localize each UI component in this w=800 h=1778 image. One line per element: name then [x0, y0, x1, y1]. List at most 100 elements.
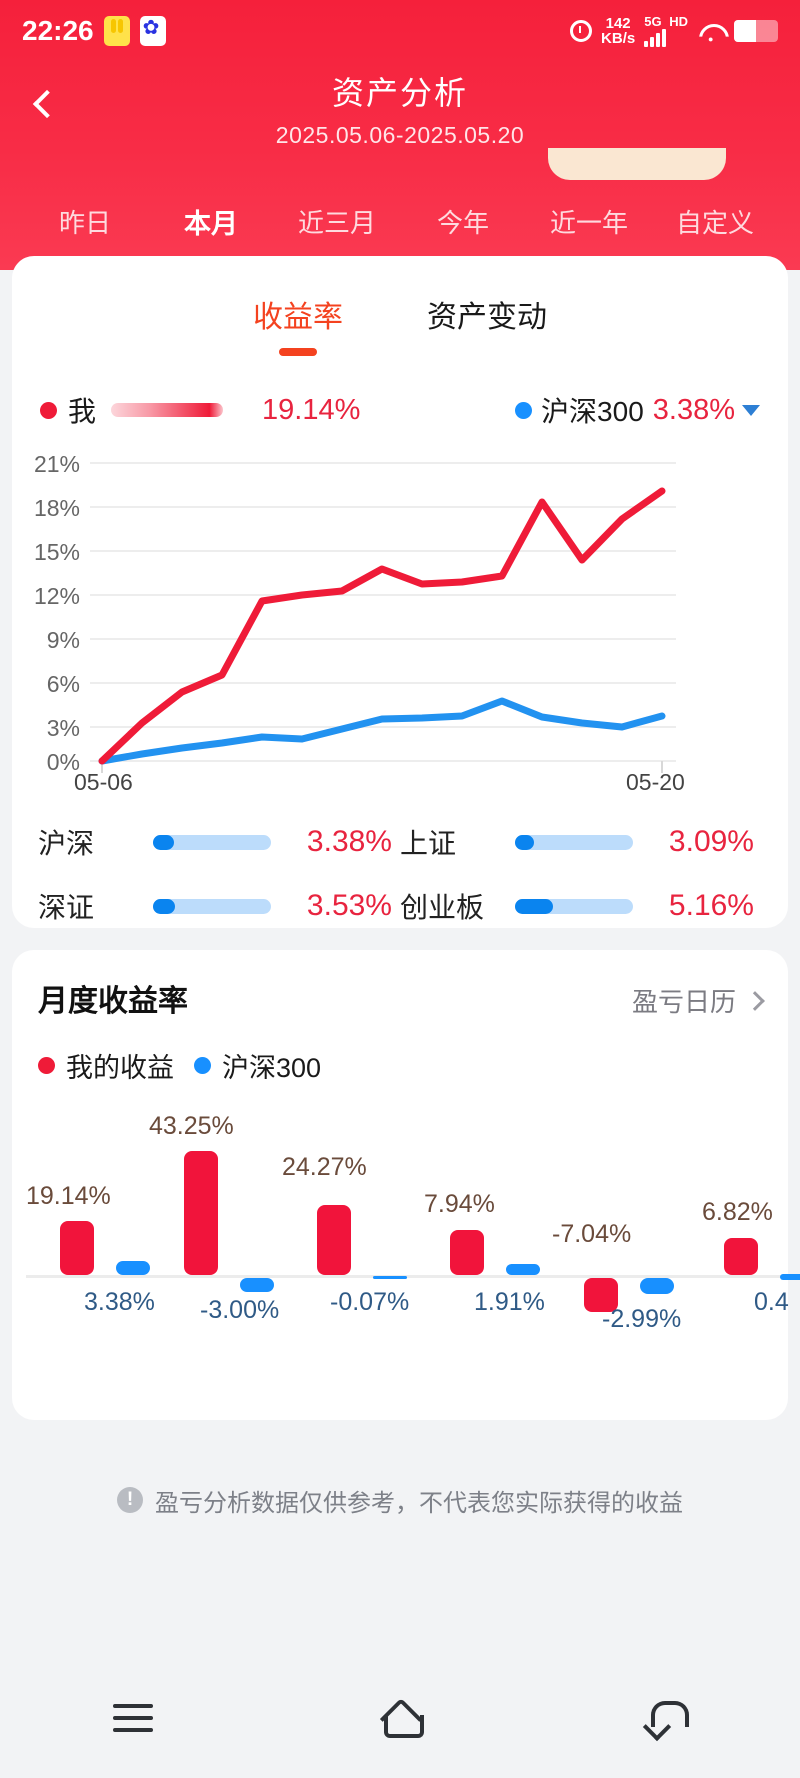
network-speed: 142 KB/s	[601, 16, 635, 46]
network-speed-value: 142	[605, 15, 631, 32]
tab-this-month[interactable]: 本月	[184, 208, 238, 239]
tab-one-year[interactable]: 近一年	[549, 207, 628, 238]
monthly-legend: 我的收益 沪深300	[38, 1046, 321, 1085]
index-progress-fill	[153, 898, 176, 914]
index-row-sz[interactable]: 上证 3.09%	[400, 822, 762, 862]
tab-three-months[interactable]: 近三月	[297, 207, 376, 238]
bar-me	[60, 1221, 94, 1275]
tab-this-year[interactable]: 今年	[436, 207, 489, 238]
status-time: 22:26	[22, 15, 94, 46]
hd-indicator: HD	[669, 14, 688, 29]
page-title: 资产分析	[331, 75, 468, 111]
x-tick-label: 05-20	[626, 769, 685, 795]
alarm-clock-icon	[570, 20, 593, 42]
index-progress-track	[515, 834, 633, 850]
y-tick-label: 21%	[33, 451, 80, 477]
info-icon: !	[117, 1487, 143, 1513]
bar-value-label: 7.94%	[424, 1190, 495, 1218]
index-row-szzs[interactable]: 深证 3.53%	[38, 886, 400, 926]
legend-index-label: 沪深300	[541, 396, 644, 427]
index-progress-track	[153, 898, 271, 914]
gridlines	[90, 462, 676, 762]
wifi-icon	[697, 21, 725, 44]
back-nav-button[interactable]	[632, 1683, 702, 1753]
bar-me	[317, 1205, 351, 1275]
legend-index-selector[interactable]: 沪深300 3.38%	[515, 390, 760, 430]
legend-index-300: 沪深300	[194, 1046, 321, 1085]
legend-index-label: 沪深300	[222, 1053, 322, 1083]
y-tick-label: 12%	[33, 583, 80, 609]
back-icon	[648, 1701, 689, 1735]
legend-me-label: 我	[68, 396, 97, 427]
bar-me	[584, 1278, 618, 1312]
index-progress-fill	[515, 834, 534, 850]
status-bar-left: 22:26	[22, 15, 166, 47]
legend-dot-me-icon	[40, 401, 57, 419]
y-tick-label: 15%	[33, 539, 80, 565]
home-button[interactable]	[365, 1683, 435, 1753]
y-tick-label: 3%	[46, 715, 80, 741]
y-tick-label: 0%	[46, 749, 80, 775]
disclaimer-text: 盈亏分析数据仅供参考，不代表您实际获得的收益	[155, 1489, 683, 1517]
network-type: 5G	[644, 14, 667, 47]
sub-tab-bar: 收益率 资产变动	[12, 292, 788, 336]
app-header: 22:26 142 KB/s 5G HD 资产分析 2025	[0, 0, 800, 270]
chevron-right-icon	[745, 990, 765, 1011]
profit-loss-calendar-link[interactable]: 盈亏日历	[632, 982, 765, 1019]
bar-index	[240, 1278, 274, 1292]
monthly-return-bar-chart: 19.14% 3.38% 43.25% -3.00% 24.27% -0.07%…	[12, 1100, 800, 1360]
bar-value-label: -2.99%	[602, 1305, 682, 1333]
chevron-down-icon[interactable]	[742, 404, 760, 416]
bar-index	[780, 1274, 800, 1280]
baidu-app-icon	[139, 15, 166, 46]
tab-return-rate[interactable]: 收益率	[253, 292, 343, 336]
status-bar: 22:26 142 KB/s 5G HD	[0, 0, 800, 62]
disclaimer-bar: ! 盈亏分析数据仅供参考，不代表您实际获得的收益	[0, 1440, 800, 1560]
index-name: 上证	[400, 828, 457, 859]
network-generation: 5G	[644, 14, 662, 29]
y-tick-label: 18%	[33, 495, 80, 521]
bar-value-label: -0.07%	[330, 1288, 410, 1316]
header-notch-decoration	[548, 148, 726, 180]
index-row-cyb[interactable]: 创业板 5.16%	[400, 886, 762, 926]
legend-dot-index-icon	[194, 1057, 211, 1074]
monthly-return-card: 月度收益率 盈亏日历 我的收益 沪深300 19.14% 3.38% 43.25…	[12, 950, 800, 1420]
bar-value-label: -3.00%	[200, 1296, 280, 1324]
index-row-hs[interactable]: 沪深 3.38%	[38, 822, 400, 862]
bar-value-label: 6.82%	[702, 1198, 773, 1226]
index-progress-fill	[515, 898, 553, 914]
index-value: 5.16%	[668, 889, 754, 922]
bar-value-label: 19.14%	[26, 1182, 111, 1210]
network-speed-unit: KB/s	[601, 30, 636, 47]
series-line-index	[98, 697, 666, 765]
rabbit-app-icon	[103, 16, 130, 46]
bar-value-label: 0.4	[754, 1288, 789, 1316]
line-chart-svg	[90, 462, 676, 773]
index-value: 3.53%	[306, 889, 392, 922]
index-progress-track	[515, 898, 633, 914]
chart-legend: 我 19.14% 沪深300 3.38%	[12, 386, 788, 434]
y-tick-label: 6%	[46, 671, 80, 697]
legend-dot-index-icon	[515, 401, 533, 419]
bar-value-label: 43.25%	[149, 1112, 234, 1140]
tab-yesterday[interactable]: 昨日	[58, 207, 111, 238]
return-rate-line-chart: 21% 18% 15% 12% 9% 6% 3% 0%	[12, 451, 788, 816]
index-name: 创业板	[400, 892, 485, 923]
android-navigation-bar	[0, 1658, 800, 1778]
bar-index	[506, 1264, 540, 1275]
tab-asset-change[interactable]: 资产变动	[427, 301, 547, 334]
legend-gradient-bar	[111, 403, 224, 417]
bar-index	[373, 1276, 407, 1279]
recent-apps-button[interactable]	[98, 1683, 168, 1753]
monthly-return-title: 月度收益率	[38, 985, 188, 1018]
index-name: 沪深	[38, 828, 95, 859]
return-rate-card: 收益率 资产变动 我 19.14% 沪深300 3.38% 21% 18% 15…	[12, 256, 788, 928]
battery-icon	[734, 20, 778, 42]
index-comparison-grid: 沪深 3.38% 上证 3.09% 深证 3.53% 创业板 5.16%	[12, 822, 788, 926]
tab-custom[interactable]: 自定义	[675, 207, 754, 238]
status-bar-right: 142 KB/s 5G HD	[570, 15, 778, 47]
bar-value-label: -7.04%	[552, 1220, 632, 1248]
bar-value-label: 24.27%	[282, 1153, 367, 1181]
y-tick-label: 9%	[46, 627, 80, 653]
